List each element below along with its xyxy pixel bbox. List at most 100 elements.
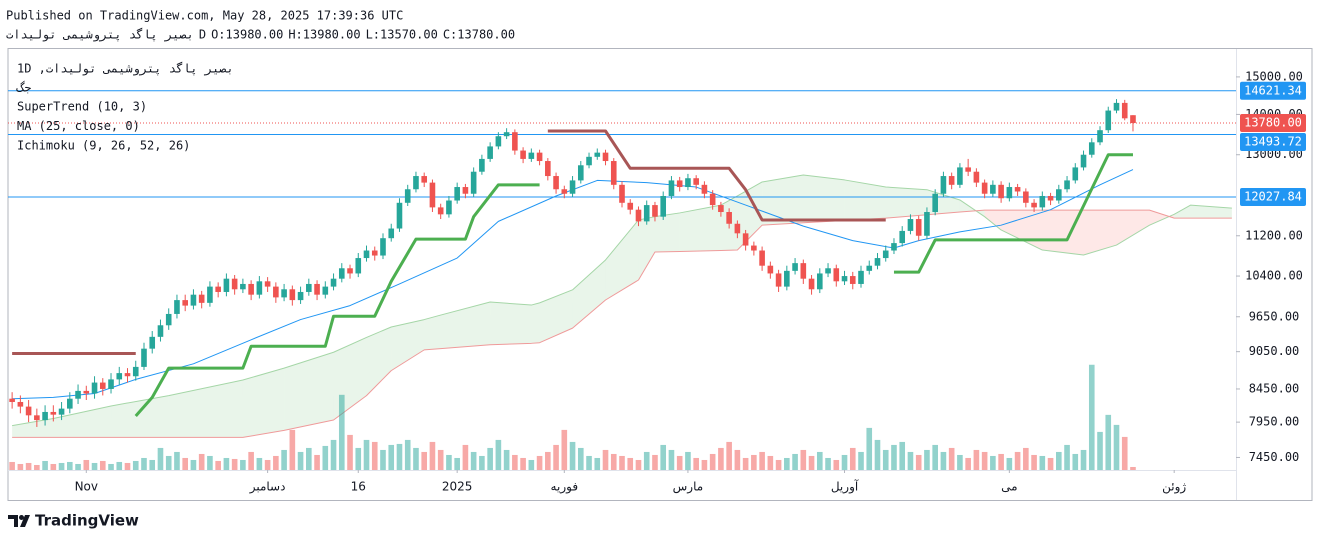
candle-body — [924, 212, 930, 236]
level-label: 13493.72 — [1244, 135, 1302, 149]
volume-bar — [322, 445, 329, 470]
candle-body — [380, 238, 386, 256]
volume-bar — [1014, 451, 1021, 470]
candle-body — [9, 398, 15, 402]
volume-bar — [1006, 457, 1013, 470]
volume-bar — [619, 455, 625, 470]
candle-body — [273, 286, 279, 298]
volume-bar — [627, 457, 634, 470]
volume-bar — [132, 460, 139, 470]
candle-body — [388, 228, 395, 239]
candle-body — [561, 189, 568, 194]
candle-body — [322, 286, 329, 295]
x-tick-label: 2025 — [442, 480, 473, 494]
volume-bar — [454, 457, 460, 470]
level-label: 12027.84 — [1244, 189, 1302, 203]
volume-bar — [998, 453, 1004, 470]
candle-body — [141, 348, 147, 367]
cloud-fill — [366, 326, 392, 396]
y-tick-label: 7950.00 — [1249, 415, 1300, 429]
volume-bar — [981, 451, 988, 470]
volume-bar — [248, 451, 254, 470]
volume-bar — [50, 463, 57, 470]
volume-bar — [429, 441, 436, 470]
volume-bar — [726, 441, 732, 470]
volume-bar — [42, 460, 48, 470]
volume-bar — [800, 449, 807, 470]
candle-body — [454, 187, 460, 201]
candle-body — [116, 373, 123, 380]
cloud-fill — [242, 368, 285, 438]
candle-body — [371, 250, 378, 256]
level-label-box — [1240, 81, 1306, 100]
volume-bar — [907, 451, 914, 470]
volume-bar — [775, 459, 782, 470]
volume-bar — [190, 459, 197, 470]
volume-bar — [404, 439, 411, 470]
candle-body — [190, 294, 197, 306]
candle-body — [182, 300, 188, 306]
volume-bar — [174, 451, 180, 470]
volume-bar — [108, 463, 114, 470]
volume-bar — [833, 459, 840, 470]
candle-body — [899, 230, 906, 244]
volume-bar — [17, 463, 24, 470]
candle-body — [693, 178, 699, 185]
volume-bar — [528, 459, 535, 470]
volume-bar — [882, 449, 889, 470]
volume-bar — [83, 459, 90, 470]
candle-body — [841, 276, 848, 282]
volume-bar — [231, 458, 238, 470]
candle-body — [223, 278, 230, 292]
x-tick-label: ژوئن — [1162, 480, 1186, 495]
candle-body — [1113, 102, 1120, 111]
volume-bar — [347, 434, 353, 470]
candle-body — [627, 202, 634, 210]
ohlc-value: L:13570.00 — [366, 28, 438, 42]
volume-bar — [948, 447, 955, 470]
cloud-fill — [490, 302, 532, 345]
candle-body — [759, 250, 765, 266]
volume-bar — [363, 439, 370, 470]
candle-body — [503, 132, 510, 137]
volume-bar — [256, 457, 263, 470]
candle-body — [668, 180, 675, 196]
volume-bar — [899, 441, 906, 470]
candle-body — [874, 258, 881, 266]
candle-body — [42, 411, 48, 421]
volume-bar — [495, 439, 502, 470]
volume-bar — [141, 457, 147, 470]
volume-bar — [957, 454, 963, 470]
volume-bar — [149, 459, 156, 470]
candle-body — [1088, 142, 1095, 155]
candle-body — [718, 205, 724, 213]
volume-bar — [264, 459, 271, 470]
volume-bar — [1130, 466, 1136, 470]
volume-bar — [792, 453, 798, 470]
volume-bar — [116, 461, 123, 470]
cloud-fill — [638, 216, 655, 280]
volume-bar — [380, 449, 386, 470]
candle-body — [34, 415, 40, 421]
x-tick-label: مارس — [673, 480, 704, 495]
candle-body — [198, 294, 205, 303]
candle-body — [800, 263, 807, 279]
volume-bar — [289, 429, 296, 470]
volume-bar — [58, 462, 65, 470]
legend-exchange: گج — [16, 81, 31, 95]
volume-bar — [553, 444, 559, 470]
candle-body — [487, 146, 493, 159]
volume-bar — [685, 451, 691, 470]
volume-bar — [207, 455, 213, 470]
volume-bar — [421, 451, 428, 470]
candle-body — [124, 373, 131, 377]
volume-bar — [1080, 449, 1087, 470]
volume-bar — [240, 459, 246, 470]
brand-name: TradingView — [35, 512, 139, 530]
volume-bar — [866, 427, 873, 470]
candle-body — [948, 176, 955, 185]
candle-body — [215, 286, 221, 292]
y-tick-label: 7450.00 — [1249, 450, 1300, 464]
volume-bar — [479, 455, 485, 470]
y-tick-label: 9050.00 — [1249, 344, 1300, 358]
